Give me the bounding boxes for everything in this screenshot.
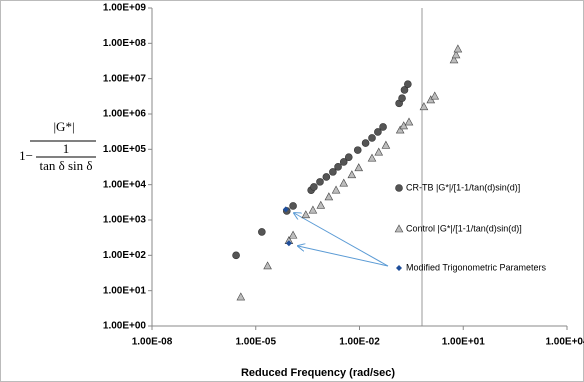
x-tick-label: 1.00E-05 [235,337,276,348]
data-point [322,173,331,181]
data-point [354,163,364,172]
data-point [374,147,384,156]
data-point [308,205,318,214]
data-point [310,183,318,191]
data-point [329,168,337,176]
data-point [324,192,334,201]
data-point [347,170,357,179]
data-point [430,91,440,100]
data-point [334,163,342,171]
data-point [379,123,387,131]
data-point [449,55,459,64]
data-point [353,146,362,154]
data-point [236,292,246,301]
legend-marker [396,265,402,271]
legend-label: CR-TB |G*|/[1-1/tan(d)sin(d)] [406,182,520,192]
data-point [316,178,324,186]
data-point [331,185,341,194]
y-axis-formula: |G*| 1− 1 tan δ sin δ [19,119,96,173]
data-point [289,202,297,210]
x-tick-label: 1.00E+04 [545,337,584,348]
data-point [282,206,289,213]
data-point [285,240,292,247]
data-point [404,80,412,88]
legend-marker [395,184,403,192]
data-point [361,139,370,147]
data-point [339,178,349,187]
y-tick-label: 1.00E+07 [103,73,147,84]
annotation-arrow [294,213,389,267]
data-point [344,153,353,161]
legend-label: Control |G*|/[1-1/tan(d)sin(d)] [406,223,522,233]
data-point [368,134,376,142]
data-point [258,228,266,236]
x-axis-title: Reduced Frequency (rad/sec) [241,367,395,379]
data-point [395,125,405,134]
y-tick-label: 1.00E+00 [103,321,147,332]
annotation-arrow [298,246,389,267]
y-tick-label: 1.00E+08 [103,38,147,49]
data-point [381,140,391,149]
data-point [453,44,463,53]
formula-prefix: 1− [19,148,33,163]
data-point [263,261,272,270]
data-point [374,128,382,136]
y-tick-label: 1.00E+05 [103,144,147,155]
data-point [232,251,240,260]
formula-inner-denominator: tan δ sin δ [39,158,92,173]
data-point [367,153,377,162]
y-tick-label: 1.00E+09 [103,3,147,14]
data-point [339,158,348,166]
y-tick-label: 1.00E+04 [103,179,147,190]
x-tick-label: 1.00E+01 [442,337,486,348]
data-point [419,102,429,111]
formula-inner-numerator: 1 [63,141,70,156]
y-tick-label: 1.00E+03 [103,215,147,226]
x-tick-label: 1.00E-02 [339,337,380,348]
data-point [399,121,409,130]
data-point [288,230,298,239]
data-point [404,117,414,126]
legend-label: Modified Trigonometric Parameters [406,262,547,272]
y-tick-label: 1.00E+01 [103,285,147,296]
data-point [451,50,461,59]
y-tick-label: 1.00E+02 [103,250,147,261]
legend-marker [394,224,404,233]
data-point [316,200,326,209]
data-point [400,86,409,94]
data-point [398,94,406,103]
formula-numerator: |G*| [53,119,74,134]
data-point [301,210,311,219]
y-tick-label: 1.00E+06 [103,109,147,120]
x-tick-label: 1.00E-08 [132,337,173,348]
